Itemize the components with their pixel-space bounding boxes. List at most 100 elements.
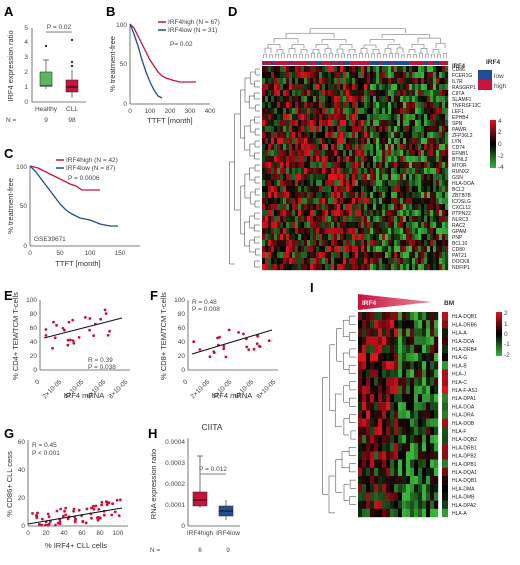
panel-h-ytick-2: 0.0002 — [165, 481, 185, 488]
panel-d-heatmap-cell — [316, 192, 320, 199]
panel-d-heatmap-cell — [427, 180, 431, 187]
panel-i-heatmap-cell — [394, 418, 399, 427]
panel-d-heatmap-cell — [268, 150, 272, 157]
panel-d-heatmap-cell — [286, 234, 290, 241]
panel-d-heatmap-cell — [376, 90, 380, 97]
panel-i-heatmap-cell — [434, 484, 439, 493]
panel-d-heatmap-cell — [286, 156, 290, 163]
panel-d-heatmap-cell — [388, 120, 392, 127]
panel-f-ytick-80: 80 — [178, 311, 186, 318]
panel-d-heatmap-cell — [379, 180, 383, 187]
panel-i-gene-label: HLA-C — [452, 380, 467, 386]
panel-d-heatmap-cell — [349, 132, 353, 139]
panel-d-heatmap-cell — [400, 108, 404, 115]
panel-d-heatmap-cell — [406, 258, 410, 265]
panel-d-heatmap-cell — [358, 234, 362, 241]
panel-d-heatmap-cell — [313, 132, 317, 139]
panel-d-row-dendrogram — [229, 68, 260, 268]
panel-d-heatmap-cell — [352, 120, 356, 127]
panel-d-heatmap-cell — [355, 240, 359, 247]
panel-d-heatmap-cell — [415, 234, 419, 241]
panel-d-heatmap-cell — [364, 234, 368, 241]
panel-d-heatmap-cell — [388, 246, 392, 253]
panel-d-heatmap-cell — [346, 252, 350, 259]
panel-d-heatmap-cell — [385, 126, 389, 133]
panel-d-heatmap-cell — [421, 126, 425, 133]
panel-d-heatmap-cell — [322, 120, 326, 127]
panel-d-heatmap-cell — [265, 264, 269, 271]
panel-d-heatmap-cell — [271, 90, 275, 97]
panel-d-heatmap-cell — [322, 234, 326, 241]
panel-d-irf4-bar-cell — [436, 61, 440, 65]
panel-d-heatmap-cell — [361, 84, 365, 91]
panel-d-gene-label: ICOSLG — [452, 199, 471, 205]
panel-i-dendrogram-branch — [343, 418, 349, 436]
panel-d-heatmap-cell — [391, 174, 395, 181]
panel-d-heatmap-cell — [292, 216, 296, 223]
panel-d-gene-labels: CD86FCER1GIL7RRASGRP1CIITASLAMF1TNFRSF13… — [452, 67, 481, 271]
panel-d-heatmap-cell — [358, 180, 362, 187]
panel-d-irf4-bar-cell — [283, 61, 287, 65]
panel-d-heatmap-cell — [349, 84, 353, 91]
panel-d-heatmap-cell — [262, 84, 266, 91]
panel-d-heatmap-cell — [289, 186, 293, 193]
panel-d-heatmap-cell — [274, 228, 278, 235]
panel-d-heatmap-cell — [310, 84, 314, 91]
panel-d-heatmap-cell — [367, 240, 371, 247]
panel-d-heatmap-cell — [349, 162, 353, 169]
panel-d-heatmap-cell — [313, 204, 317, 211]
panel-d-heatmap-cell — [433, 138, 437, 145]
panel-d-irf4-bar-cell — [382, 61, 386, 65]
panel-d-heatmap-cell — [349, 264, 353, 271]
panel-d-heatmap-cell — [433, 180, 437, 187]
panel-d-heatmap-cell — [442, 78, 446, 85]
panel-i-heatmap-cell — [426, 467, 431, 477]
panel-d-heatmap-cell — [313, 258, 317, 265]
panel-d-heatmap-cell — [397, 264, 401, 271]
panel-d-heatmap-cell — [427, 258, 431, 265]
panel-d-heatmap-cell — [394, 156, 398, 163]
panel-d-gene-label: DOCK8 — [452, 259, 469, 265]
panel-d-heatmap-cell — [310, 222, 314, 229]
panel-d-heatmap-cell — [388, 66, 392, 73]
panel-d-heatmap-cell — [406, 216, 410, 223]
panel-i-heatmap-cell — [370, 500, 375, 509]
panel-d-heatmap-cell — [367, 180, 371, 187]
panel-a-ytick-1: 1 — [24, 84, 28, 91]
panel-d-heatmap-cell — [394, 186, 398, 193]
panel-d-heatmap-cell — [409, 156, 413, 163]
panel-d-heatmap-cell — [304, 78, 308, 85]
panel-i-bm-cell — [442, 443, 448, 452]
panel-d-heatmap-cell — [379, 240, 383, 247]
panel-d-heatmap-cell — [310, 156, 314, 163]
panel-i-heatmap-cell — [422, 484, 427, 493]
panel-g-ylabel: % CD86+ CLL cess — [5, 451, 14, 517]
panel-d-heatmap-cell — [283, 144, 287, 151]
panel-d-heatmap-cell — [400, 126, 404, 133]
panel-d-heatmap-cell — [388, 114, 392, 121]
panel-d-heatmap-cell — [295, 186, 299, 193]
panel-d-heatmap-cell — [433, 192, 437, 199]
panel-d-heatmap-cell — [403, 228, 407, 235]
panel-d-heatmap-cell — [328, 222, 332, 229]
panel-d-heatmap-cell — [403, 192, 407, 199]
panel-d-heatmap-cell — [412, 162, 416, 169]
panel-d-heatmap-cell — [385, 222, 389, 229]
panel-i-dendrogram-branch — [348, 315, 356, 325]
panel-d-heatmap-cell — [268, 204, 272, 211]
panel-d-heatmap-cell — [292, 96, 296, 103]
panel-d-legend-title: IRF4 — [486, 59, 500, 66]
panel-d-heatmap-cell — [433, 126, 437, 133]
panel-i-heatmap-cell — [422, 500, 427, 509]
panel-d-heatmap-cell — [352, 246, 356, 253]
panel-d-heatmap-cell — [295, 90, 299, 97]
panel-d-heatmap-cell — [445, 198, 449, 205]
panel-d-heatmap-cell — [334, 78, 338, 85]
panel-d-dendrogram-branch — [425, 53, 429, 58]
panel-d-heatmap-cell — [385, 132, 389, 139]
panel-d-heatmap-cell — [292, 138, 296, 145]
panel-a-n-label: N = — [6, 117, 17, 124]
panel-i-scale-2: 2 — [504, 310, 508, 317]
panel-d-heatmap-cell — [295, 222, 299, 229]
panel-i-heatmap-cell — [390, 320, 395, 329]
